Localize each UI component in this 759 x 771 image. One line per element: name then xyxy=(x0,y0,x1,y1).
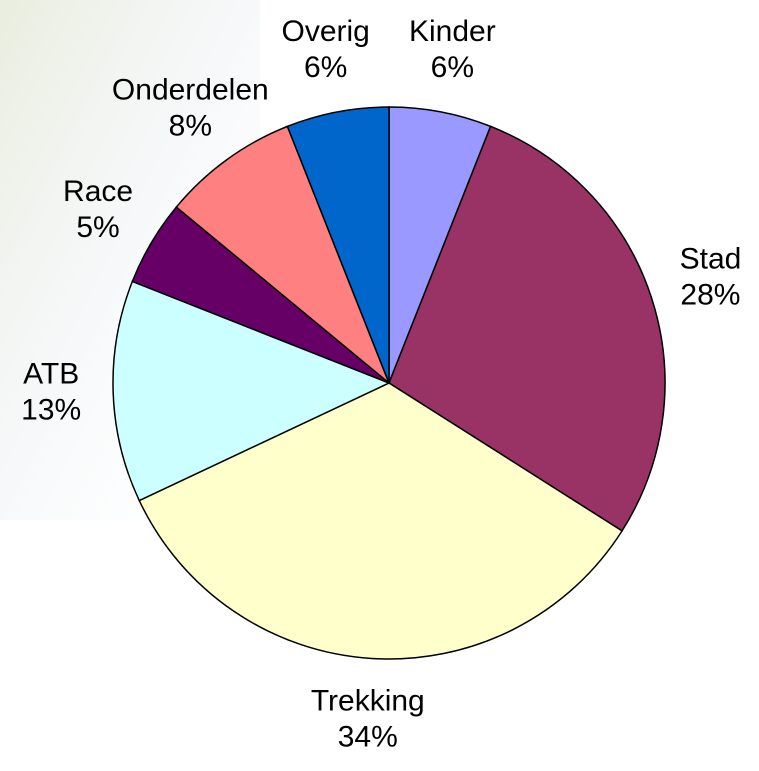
slice-value-label: 28% xyxy=(680,278,740,311)
slice-label: Trekking xyxy=(311,684,425,717)
pie-slice xyxy=(112,280,391,502)
slice-value-label: 6% xyxy=(431,51,474,84)
pie-slice xyxy=(388,125,666,532)
slice-value-label: 6% xyxy=(304,51,347,84)
slice-label: ATB xyxy=(23,358,79,391)
slice-value-label: 34% xyxy=(338,720,398,753)
slice-label: Overig xyxy=(281,15,369,48)
slice-label: Stad xyxy=(680,242,742,275)
slice-value-label: 5% xyxy=(76,211,119,244)
pie-slice xyxy=(175,125,390,384)
slice-value-label: 13% xyxy=(21,394,81,427)
slice-label: Onderdelen xyxy=(112,73,269,106)
slice-value-label: 8% xyxy=(169,109,212,142)
pie-slice xyxy=(286,106,390,384)
slice-label: Race xyxy=(63,175,133,208)
slice-label: Kinder xyxy=(409,15,496,48)
pie-slice xyxy=(138,382,624,660)
